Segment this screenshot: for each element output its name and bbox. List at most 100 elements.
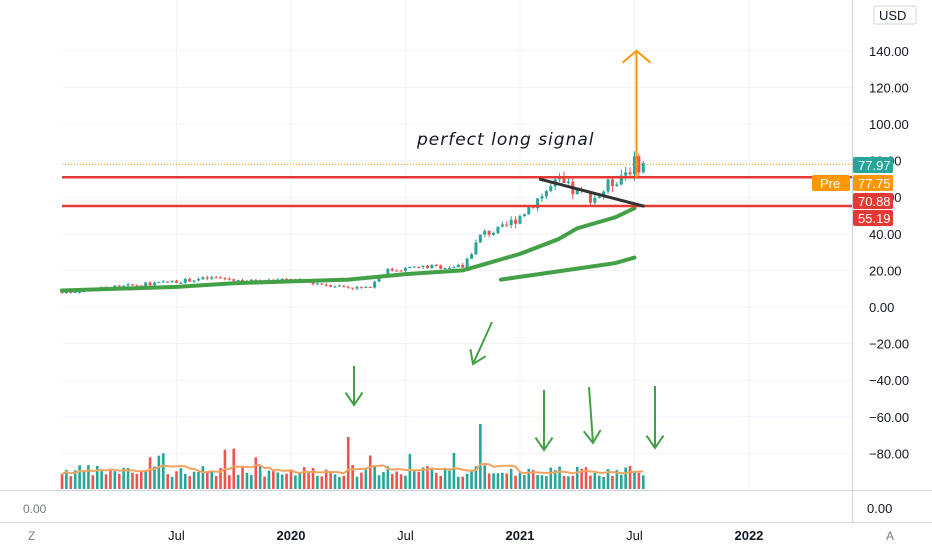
candle-body [430, 264, 434, 269]
volume-bar [435, 472, 438, 489]
volume-bar [170, 476, 174, 489]
volume-bar [536, 475, 539, 489]
candle-body [395, 270, 399, 272]
volume-bar [417, 471, 420, 489]
time-axis-tick: 2020 [277, 528, 306, 543]
candle-body [236, 279, 240, 281]
price-tag-value: 77.75 [858, 176, 891, 191]
volume-bar [412, 471, 416, 489]
volume-bar [487, 473, 491, 489]
volume-bar [602, 476, 605, 489]
candle-body [373, 281, 377, 288]
volume-bar [426, 466, 429, 489]
candle-body [161, 281, 165, 283]
volume-bar [258, 466, 262, 489]
moving-average-line [60, 206, 637, 293]
volume-bar [148, 457, 152, 489]
candle-body [575, 189, 579, 195]
price-tag-value: 70.88 [858, 194, 891, 209]
volume-bar [615, 470, 619, 489]
price-axis-tick: −40.00 [869, 373, 909, 388]
volume-bar [382, 472, 385, 489]
volume-bar [368, 455, 372, 489]
volume-bar [501, 472, 504, 489]
candle-body [174, 280, 178, 283]
volume-bar [201, 466, 205, 489]
volume-bar [192, 471, 196, 489]
price-axis-tick: 0.00 [869, 300, 894, 315]
price-tag: 55.19 [853, 210, 893, 226]
candle-body [452, 267, 456, 269]
volume-arrow-1 [344, 366, 364, 407]
candle-body [192, 280, 196, 282]
volume-bar [575, 466, 579, 489]
auto-scale-left-button[interactable]: Z [28, 529, 35, 543]
candle-body [73, 292, 77, 294]
candle-body [232, 279, 236, 281]
candle-body [359, 286, 363, 288]
candle-body [544, 191, 548, 197]
candle-body [188, 278, 192, 282]
candle-body [342, 285, 346, 287]
candle-body [130, 284, 134, 286]
candle-body [615, 184, 619, 186]
candle-body [448, 267, 452, 269]
volume-bar [263, 476, 266, 489]
volume-pane-right-value: 0.00 [867, 501, 892, 516]
candle-body [157, 281, 161, 283]
price-axis-tick: −60.00 [869, 410, 909, 425]
candle-body [399, 270, 403, 272]
volume-bar [624, 467, 627, 489]
volume-bar [307, 472, 310, 489]
volume-bar [320, 476, 324, 489]
candle-body [549, 186, 553, 192]
volume-bar [179, 468, 183, 489]
currency-label[interactable]: USD [873, 5, 917, 25]
candle-body [337, 285, 341, 287]
candle-body [285, 278, 289, 280]
price-tag: 77.97 [853, 157, 893, 173]
volume-bar [126, 468, 130, 489]
volume-bar [267, 470, 271, 489]
candle-body [351, 287, 355, 289]
candle-body [346, 286, 350, 288]
volume-bar [87, 465, 90, 489]
candle-body [210, 277, 214, 279]
volume-bar [161, 453, 165, 489]
candle-body [492, 232, 496, 235]
candle-body [311, 281, 315, 285]
volume-bar [531, 469, 535, 489]
volume-bar [338, 476, 341, 489]
candle-body [417, 266, 421, 268]
candle-body [183, 278, 187, 283]
candle-body [377, 277, 381, 282]
time-axis[interactable]: Jul 2020 Jul 2021 Jul 2022 [168, 528, 763, 543]
volume-bar [527, 468, 531, 489]
volume-bar [188, 476, 192, 489]
volume-bar [245, 472, 249, 489]
volume-bar [470, 470, 473, 489]
candle-body [148, 282, 152, 286]
volume-bar [219, 467, 222, 489]
candle-body [641, 163, 645, 173]
candle-body [214, 277, 218, 279]
volume-bar [360, 472, 363, 489]
volume-bar [465, 473, 469, 489]
candle-body [179, 282, 183, 284]
price-tag: 70.88 [853, 193, 893, 209]
volume-bar [589, 475, 592, 489]
auto-scale-right-button[interactable]: A [886, 529, 894, 543]
volume-bar [593, 473, 597, 489]
price-axis-tick: 40.00 [869, 227, 902, 242]
candle-body [597, 196, 601, 198]
volume-bar [408, 454, 412, 489]
candle-body [478, 234, 482, 243]
candle-body [606, 179, 610, 192]
volume-bar [113, 471, 117, 489]
candle-body [227, 278, 231, 280]
candle-body [60, 292, 64, 294]
volume-bar [377, 475, 381, 489]
volume-bar [633, 471, 636, 489]
volume-bar [95, 465, 99, 489]
